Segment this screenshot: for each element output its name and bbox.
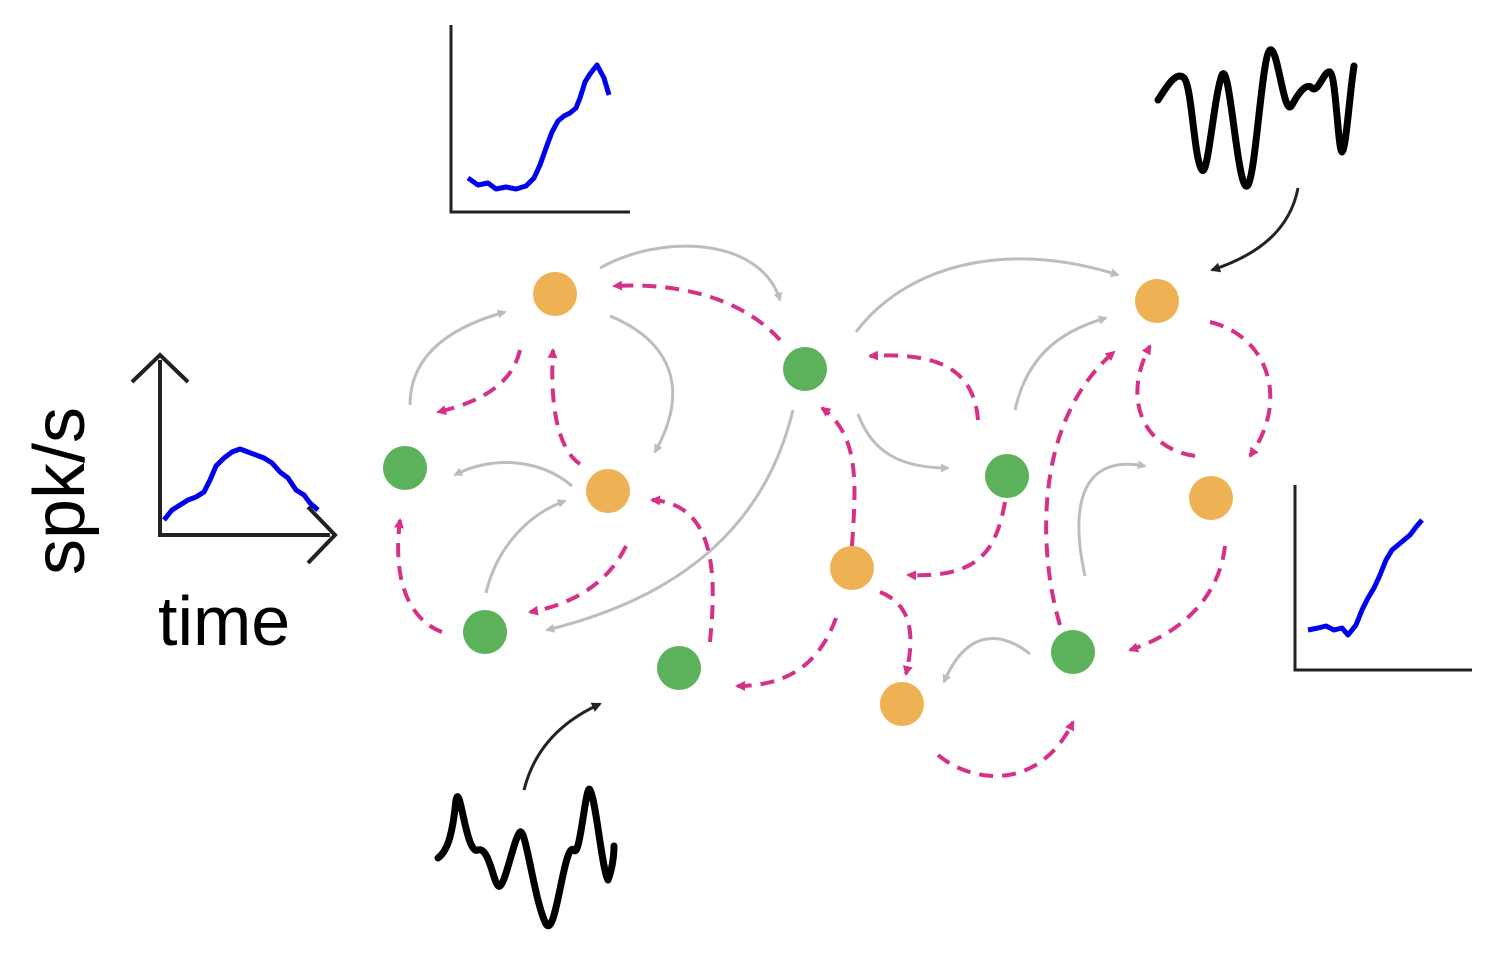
excitatory-neuron [657,646,701,690]
input-signal-bottom [434,702,618,930]
inhibitory-neuron [1189,476,1233,520]
inhibitory-neuron [1135,279,1179,323]
y-axis-label: spk/s [20,407,100,575]
legend-axes [158,360,330,537]
inhibitory-neuron [830,546,874,590]
x-axis-label: time [158,582,290,660]
neuron-nodes [383,272,1233,726]
rate-axes-legend: spk/s time [20,352,338,660]
legend-y-arrowhead [130,352,190,384]
input-arrow-top [1210,187,1300,273]
feedback-connections [394,280,1273,779]
excitatory-neuron [383,446,427,490]
inhibitory-neuron [880,682,924,726]
excitatory-neuron [1051,630,1095,674]
excitatory-neuron [463,610,507,654]
rate-inset-top [449,25,630,214]
legend-x-arrowhead [306,505,338,565]
legend-rate-trace [162,446,320,522]
feedforward-connections [408,244,1147,684]
rate-inset-right [1293,485,1472,672]
input-arrow-bottom [522,702,602,791]
inhibitory-neuron [586,469,630,513]
input-signal-top [1154,46,1358,273]
excitatory-neuron [783,347,827,391]
excitatory-neuron [985,454,1029,498]
inhibitory-neuron [533,272,577,316]
